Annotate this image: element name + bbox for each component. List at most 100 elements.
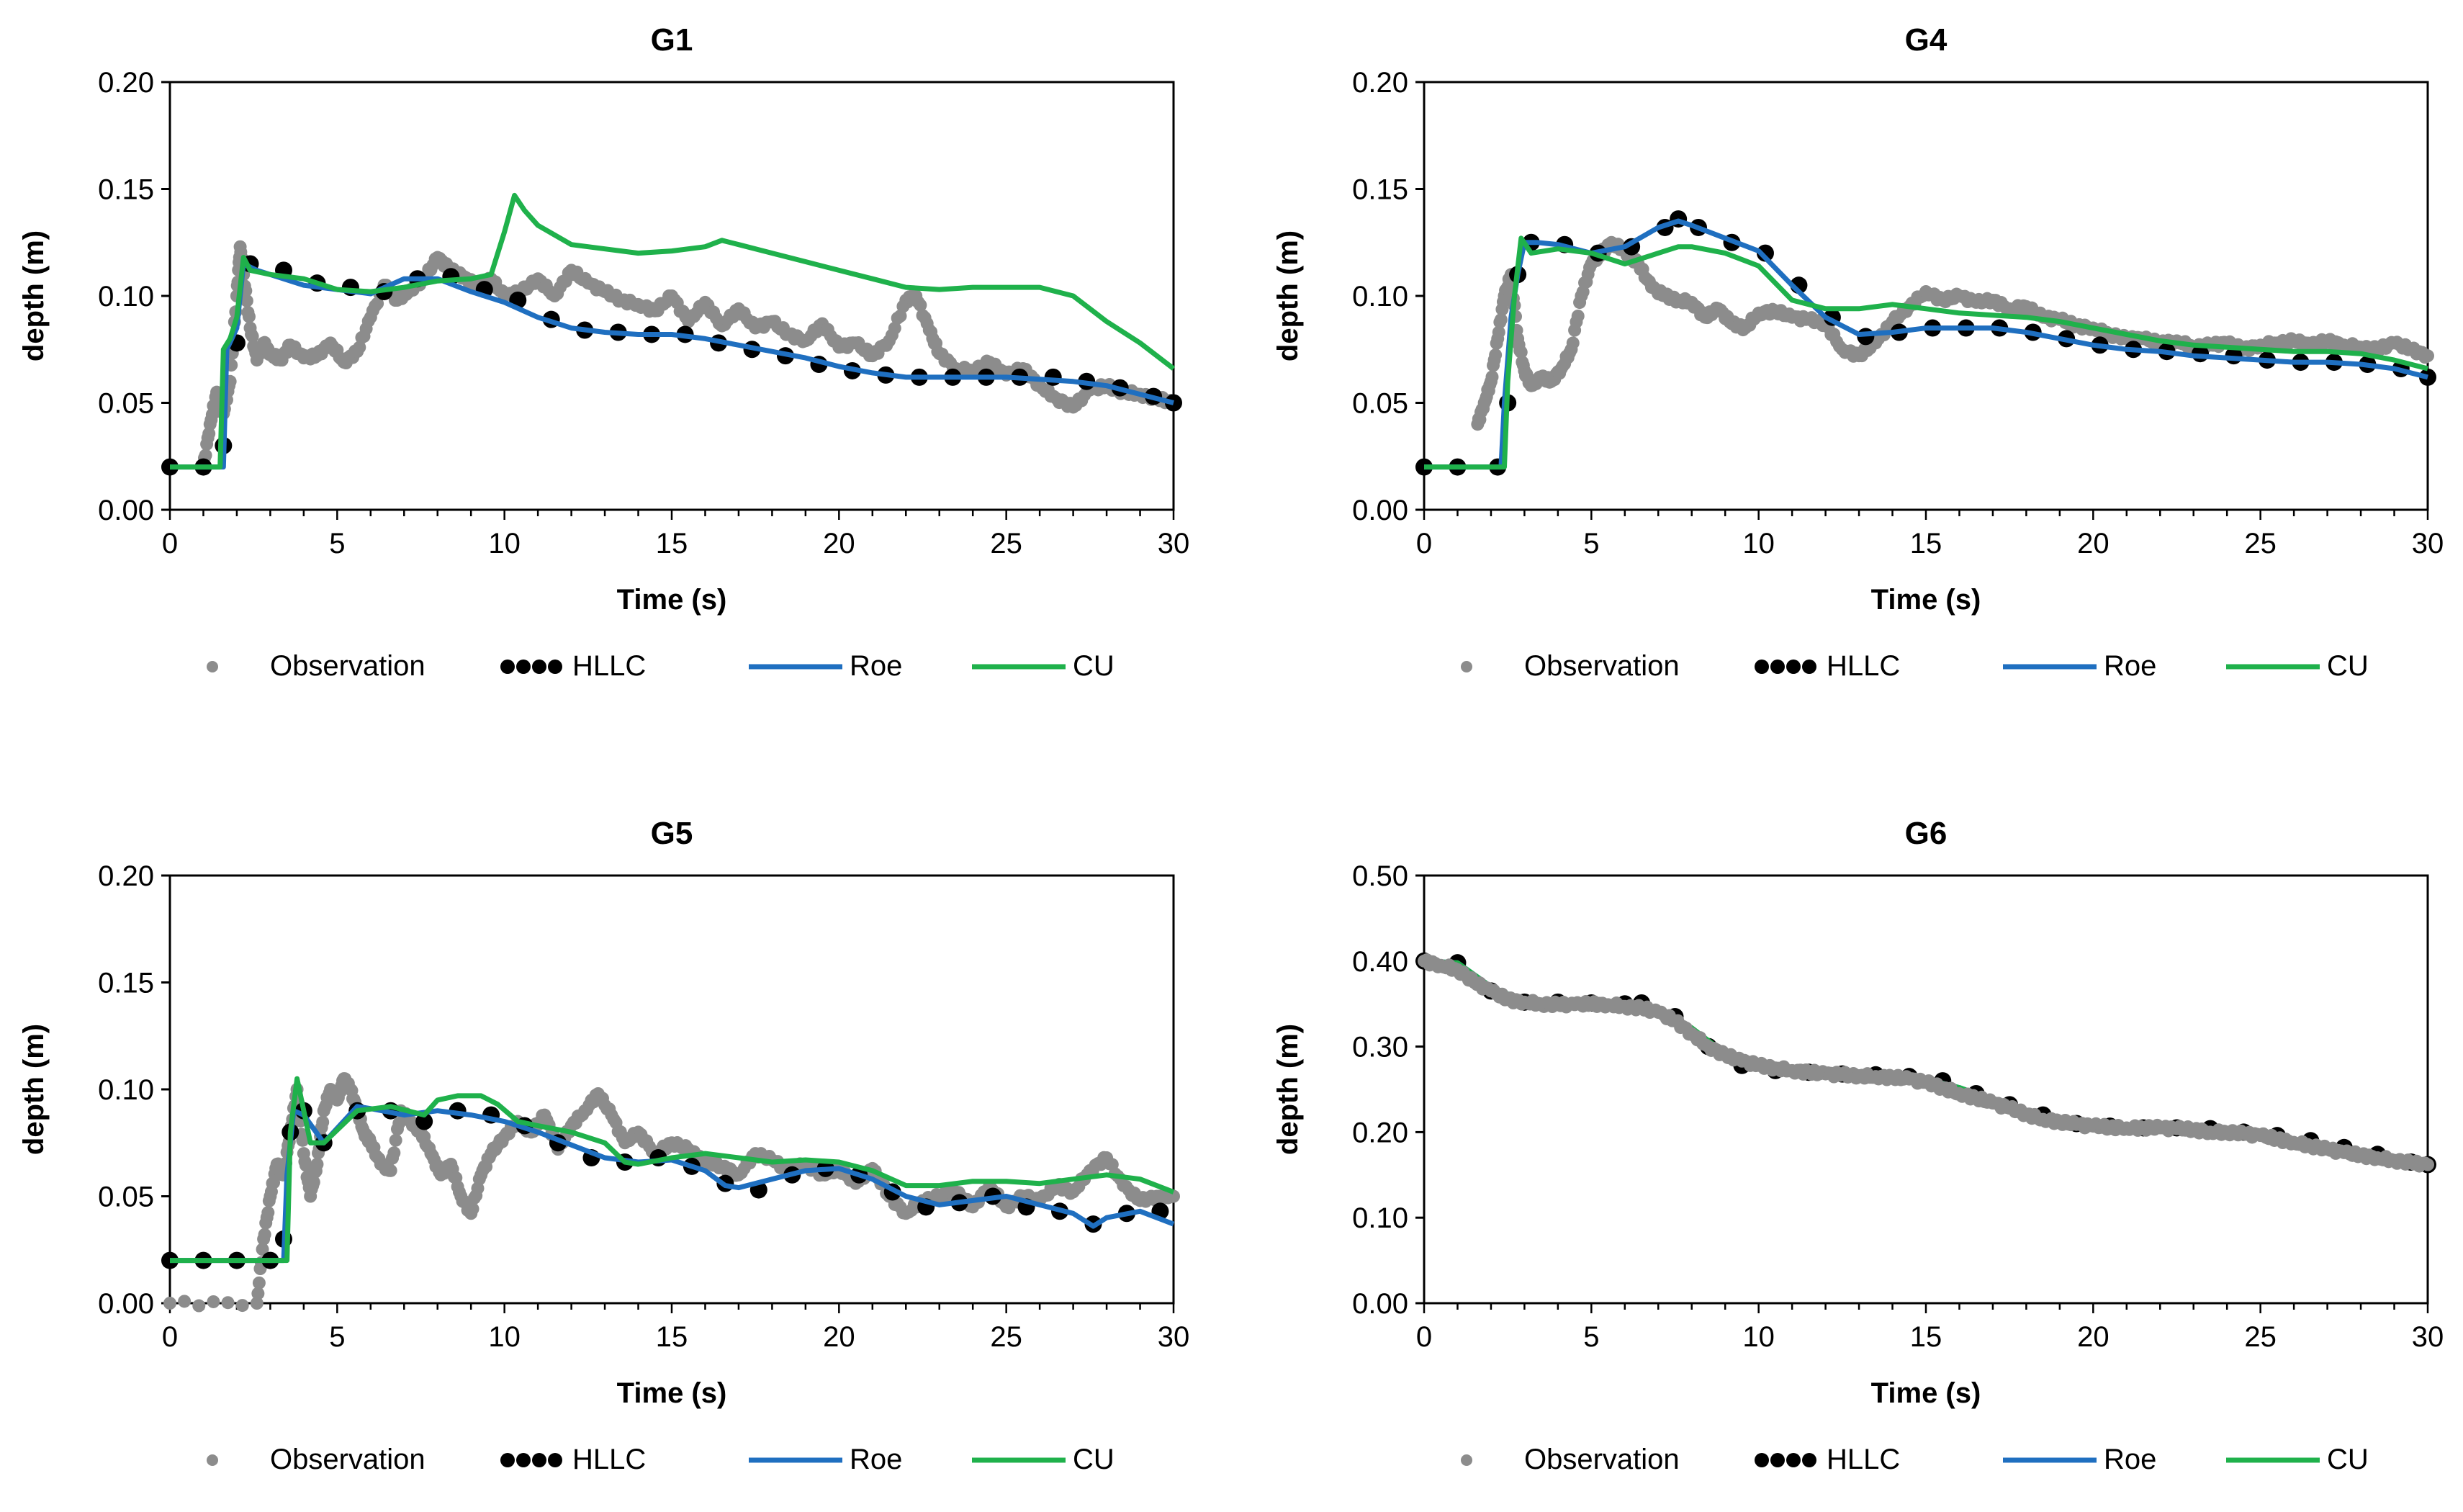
- x-tick-label: 15: [1910, 528, 1942, 559]
- point-observation: [310, 1157, 324, 1171]
- series-line-cu: [170, 192, 1176, 470]
- y-tick-label: 0.00: [98, 1288, 154, 1320]
- x-tick-label: 20: [823, 528, 855, 559]
- point-observation: [888, 321, 901, 335]
- legend-swatch: [516, 660, 531, 674]
- legend-item-observation: Observation: [207, 650, 425, 682]
- legend-label: Roe: [850, 1444, 902, 1475]
- point-observation: [235, 1299, 249, 1313]
- series-cu: [170, 1076, 1175, 1264]
- point-observation: [256, 1243, 269, 1256]
- chart-svg: G5 0.00 0.05 0.10 0.15 0.20 0 5 10 15 20 25 30 Time (…: [18, 816, 1189, 1475]
- x-tick-label: 20: [2077, 1321, 2109, 1353]
- legend-label: CU: [1073, 650, 1115, 682]
- x-tick-label: 10: [1742, 528, 1775, 559]
- legend-swatch: [1786, 1453, 1801, 1467]
- legend-label: Observation: [1524, 1444, 1680, 1475]
- point-observation: [387, 1146, 401, 1160]
- point-observation: [1514, 346, 1528, 359]
- legend-swatch: [500, 660, 515, 674]
- y-tick-label: 0.15: [1352, 174, 1408, 206]
- x-tick-label: 10: [488, 528, 521, 559]
- chart-title: G6: [1905, 816, 1948, 851]
- legend-item-observation: Observation: [1461, 650, 1680, 682]
- y-tick-label: 0.20: [1352, 1117, 1408, 1148]
- y-tick-label: 0.15: [98, 174, 154, 206]
- legend-item-cu: CU: [2226, 650, 2369, 682]
- legend-swatch: [207, 1454, 218, 1466]
- chart-svg: G6 0.00 0.10 0.20 0.30 0.40 0.50 0 5 10 15 20 25 30 Ti…: [1272, 816, 2444, 1475]
- legend-item-cu: CU: [972, 1444, 1115, 1475]
- legend-item-hllc: HLLC: [1755, 650, 1900, 682]
- series-layer: [1415, 952, 2436, 1174]
- point-observation: [296, 1133, 310, 1147]
- legend-item-roe: Roe: [2003, 650, 2156, 682]
- series-layer: [161, 1072, 1180, 1313]
- x-tick-label: 15: [1910, 1321, 1942, 1353]
- point-observation: [307, 1175, 320, 1189]
- legend-label: CU: [1073, 1444, 1115, 1475]
- point-observation: [242, 310, 256, 323]
- y-tick-label: 0.20: [98, 860, 154, 892]
- chart-title: G1: [651, 22, 693, 58]
- chart-title: G5: [651, 816, 693, 851]
- legend-swatch: [1755, 660, 1769, 674]
- series-layer: [161, 192, 1182, 476]
- point-observation: [316, 1115, 330, 1129]
- point-observation: [2421, 1158, 2434, 1171]
- point-observation: [192, 1299, 206, 1313]
- legend-label: HLLC: [1827, 650, 1900, 682]
- x-axis-label: Time (s): [1871, 584, 1981, 616]
- y-tick-label: 0.00: [98, 495, 154, 526]
- point-observation: [1494, 312, 1508, 326]
- plot-area: [1423, 874, 2429, 1305]
- point-hllc: [415, 1112, 433, 1130]
- point-observation: [1571, 309, 1585, 323]
- legend-label: Observation: [270, 650, 425, 682]
- x-tick-label: 0: [162, 1321, 178, 1353]
- point-observation: [250, 1297, 264, 1310]
- point-observation: [258, 1228, 271, 1241]
- x-tick-label: 25: [990, 528, 1022, 559]
- point-observation: [1566, 336, 1580, 350]
- y-axis-label: depth (m): [1272, 230, 1304, 361]
- x-tick-label: 15: [656, 528, 688, 559]
- y-tick-label: 0.40: [1352, 946, 1408, 978]
- legend-swatch: [1755, 1453, 1769, 1467]
- point-observation: [466, 1202, 479, 1216]
- legend-swatch: [516, 1453, 531, 1467]
- legend-label: CU: [2327, 1444, 2369, 1475]
- point-observation: [178, 1295, 192, 1308]
- point-observation: [914, 298, 927, 312]
- point-observation: [1489, 348, 1503, 361]
- y-tick-label: 0.50: [1352, 860, 1408, 892]
- legend-swatch: [532, 1453, 546, 1467]
- point-observation: [246, 330, 259, 343]
- legend-item-roe: Roe: [2003, 1444, 2156, 1475]
- point-observation: [389, 1133, 402, 1147]
- point-observation: [207, 1295, 220, 1308]
- legend-label: HLLC: [572, 1444, 646, 1475]
- chart-g1: G1 0.00 0.05 0.10 0.15 0.20 0 5 10 15 20 25 30 Time (…: [0, 0, 1209, 715]
- x-tick-label: 10: [1742, 1321, 1775, 1353]
- legend-label: Roe: [2104, 1444, 2156, 1475]
- series-layer: [1415, 210, 2436, 476]
- x-tick-label: 0: [162, 528, 178, 559]
- point-observation: [384, 1164, 397, 1177]
- y-tick-label: 0.00: [1352, 1288, 1408, 1320]
- x-tick-label: 5: [329, 528, 345, 559]
- legend-swatch: [1461, 1454, 1472, 1466]
- legend: Observation HLLC Roe CU: [207, 650, 1115, 682]
- y-tick-label: 0.15: [98, 968, 154, 999]
- y-tick-label: 0.20: [98, 67, 154, 99]
- legend: Observation HLLC Roe CU: [207, 1444, 1115, 1475]
- chart-g4: G4 0.00 0.05 0.10 0.15 0.20 0 5 10 15 20 25 30 Time (…: [1254, 0, 2463, 715]
- point-observation: [163, 1297, 176, 1310]
- series-cu: [170, 192, 1176, 470]
- x-tick-label: 5: [329, 1321, 345, 1353]
- series-cu: [1424, 235, 2428, 470]
- x-tick-label: 30: [1158, 528, 1190, 559]
- legend: Observation HLLC Roe CU: [1461, 1444, 2369, 1475]
- x-tick-label: 20: [823, 1321, 855, 1353]
